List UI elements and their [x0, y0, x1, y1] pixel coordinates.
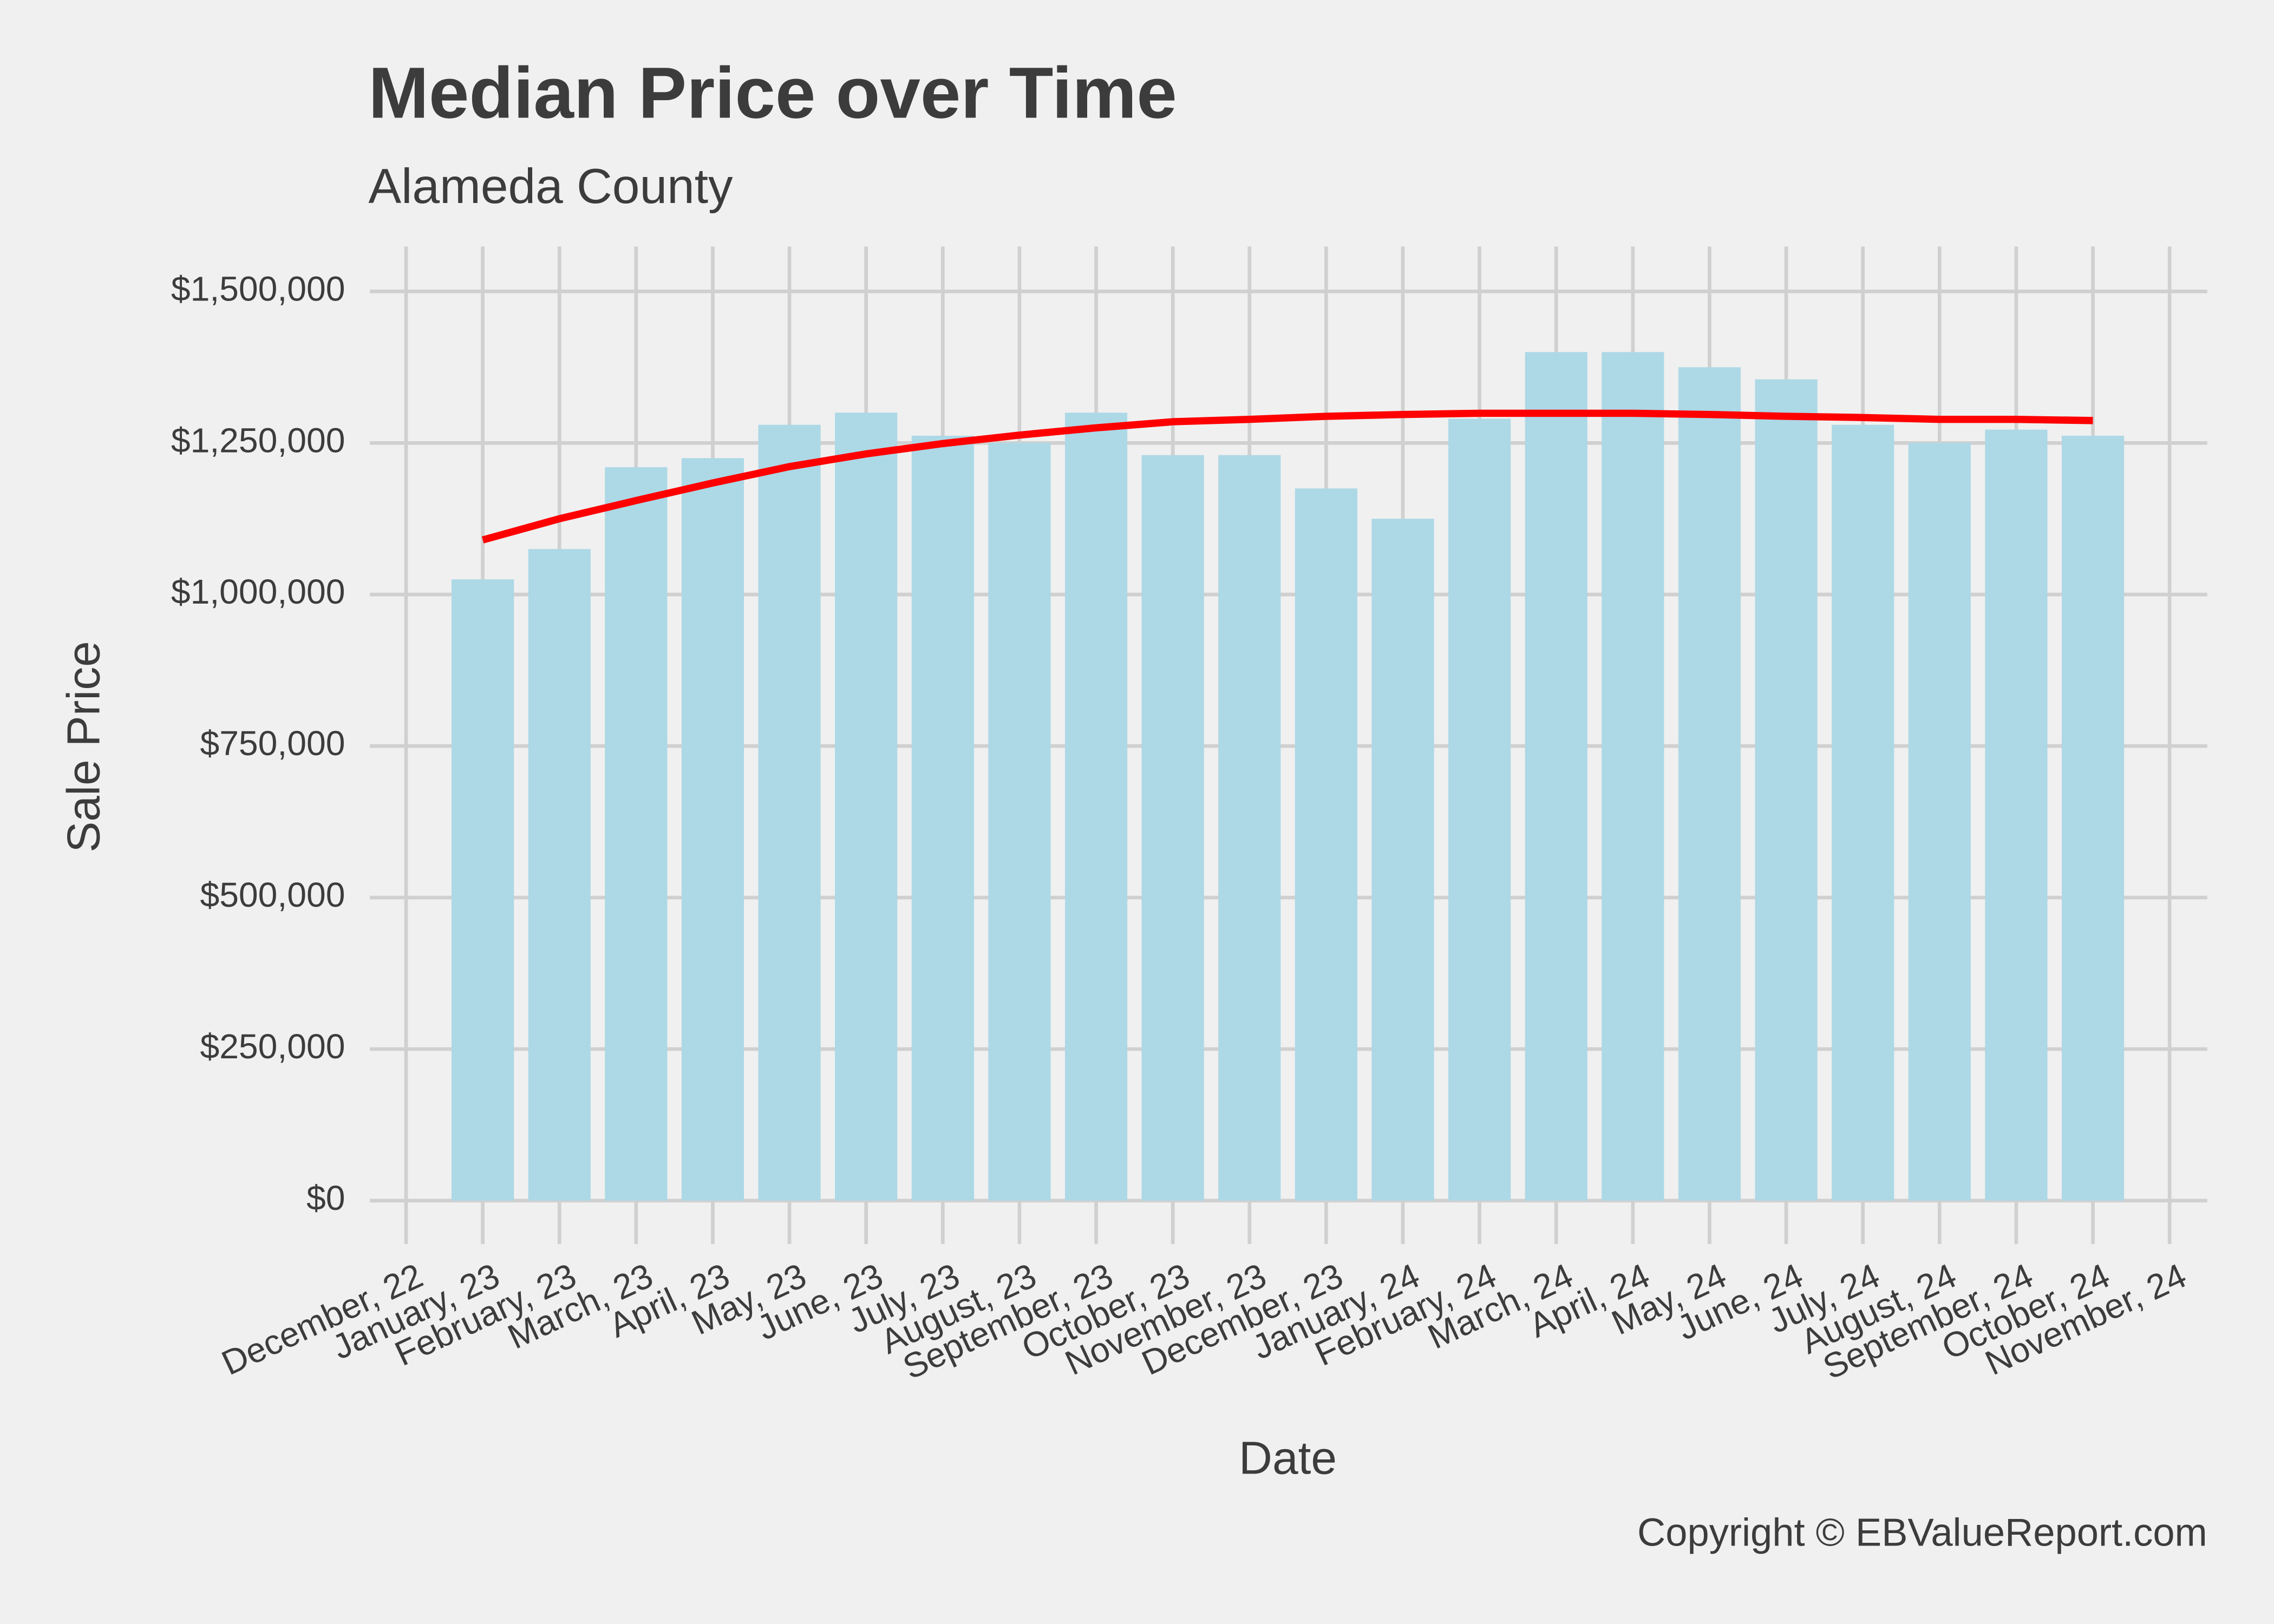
chart-title: Median Price over Time — [368, 53, 1177, 134]
bar — [605, 467, 667, 1201]
bar — [2062, 436, 2124, 1201]
bar — [1678, 367, 1741, 1201]
bar — [1909, 443, 1971, 1201]
bar — [758, 425, 820, 1201]
y-tick-label: $1,250,000 — [171, 421, 345, 460]
bar — [835, 412, 897, 1201]
y-axis-title: Sale Price — [57, 641, 109, 853]
chart-subtitle: Alameda County — [368, 159, 733, 214]
bar — [1065, 412, 1127, 1201]
bar — [1371, 519, 1434, 1201]
y-tick-label: $250,000 — [200, 1027, 345, 1066]
bar — [912, 436, 974, 1201]
bar — [1295, 488, 1357, 1201]
bar — [1602, 352, 1664, 1201]
bar — [1755, 379, 1817, 1201]
bar — [1525, 352, 1587, 1201]
bar — [1218, 455, 1280, 1201]
x-axis-title: Date — [1239, 1432, 1337, 1484]
bar — [1142, 455, 1204, 1201]
y-tick-label: $500,000 — [200, 875, 345, 914]
bar — [988, 443, 1050, 1201]
bar — [1985, 430, 2047, 1201]
bar — [452, 579, 514, 1201]
caption: Copyright © EBValueReport.com — [1637, 1511, 2207, 1555]
bar — [1832, 425, 1894, 1201]
y-tick-label: $1,000,000 — [171, 572, 345, 611]
bar — [528, 549, 591, 1201]
y-tick-label: $0 — [306, 1178, 345, 1217]
bar — [682, 458, 744, 1201]
y-tick-label: $1,500,000 — [171, 269, 345, 308]
bar — [1448, 419, 1511, 1201]
y-tick-label: $750,000 — [200, 724, 345, 763]
